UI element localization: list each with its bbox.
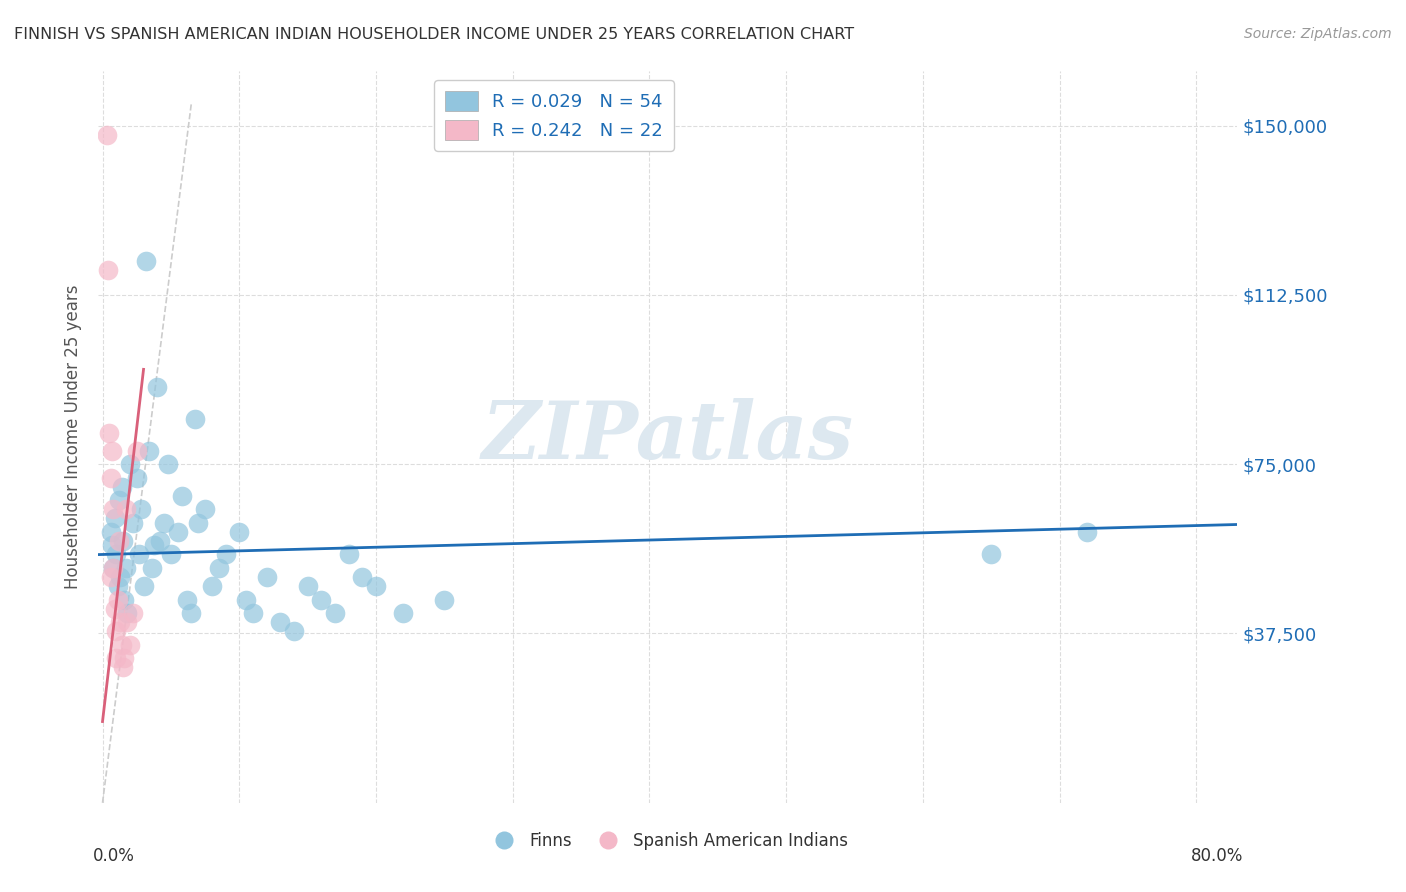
Point: [201, 579, 224, 593]
Point: [100, 524, 122, 539]
Point: [129, 502, 152, 516]
Point: [309, 592, 332, 607]
Point: [114, 502, 136, 516]
Point: [100, 570, 122, 584]
Point: [269, 615, 291, 630]
Point: [170, 489, 193, 503]
Point: [110, 570, 132, 584]
Legend: Finns, Spanish American Indians: Finns, Spanish American Indians: [481, 825, 855, 856]
Text: ZIPatlas: ZIPatlas: [482, 399, 853, 475]
Point: [166, 524, 188, 539]
Point: [104, 511, 127, 525]
Point: [980, 548, 1002, 562]
Point: [96, 128, 118, 142]
Point: [337, 548, 360, 562]
Point: [114, 561, 136, 575]
Point: [194, 502, 217, 516]
Point: [107, 579, 129, 593]
Point: [105, 548, 128, 562]
Point: [100, 471, 122, 485]
Y-axis label: Householder Income Under 25 years: Householder Income Under 25 years: [65, 285, 83, 590]
Point: [111, 480, 134, 494]
Point: [103, 502, 125, 516]
Point: [121, 606, 143, 620]
Point: [149, 533, 172, 548]
Point: [180, 606, 202, 620]
Point: [235, 592, 257, 607]
Point: [111, 638, 134, 652]
Point: [141, 561, 163, 575]
Point: [208, 561, 231, 575]
Point: [112, 592, 135, 607]
Point: [101, 443, 124, 458]
Point: [112, 533, 135, 548]
Point: [132, 579, 155, 593]
Point: [112, 651, 135, 665]
Point: [118, 638, 141, 652]
Point: [157, 457, 180, 471]
Point: [256, 570, 278, 584]
Point: [101, 538, 124, 552]
Point: [214, 548, 236, 562]
Point: [118, 457, 141, 471]
Point: [364, 579, 387, 593]
Point: [433, 592, 456, 607]
Point: [297, 579, 319, 593]
Point: [125, 443, 148, 458]
Text: 80.0%: 80.0%: [1191, 847, 1243, 864]
Point: [392, 606, 415, 620]
Point: [98, 425, 121, 440]
Point: [184, 412, 207, 426]
Point: [146, 380, 169, 394]
Point: [121, 516, 143, 530]
Point: [242, 606, 264, 620]
Point: [135, 254, 157, 268]
Point: [143, 538, 166, 552]
Text: 0.0%: 0.0%: [93, 847, 135, 864]
Point: [115, 606, 138, 620]
Point: [125, 471, 148, 485]
Point: [323, 606, 346, 620]
Point: [97, 263, 120, 277]
Text: Source: ZipAtlas.com: Source: ZipAtlas.com: [1244, 27, 1392, 41]
Point: [103, 561, 125, 575]
Point: [108, 493, 131, 508]
Point: [112, 660, 135, 674]
Point: [110, 615, 132, 630]
Point: [128, 548, 150, 562]
Point: [228, 524, 250, 539]
Point: [1076, 524, 1098, 539]
Point: [352, 570, 374, 584]
Point: [105, 651, 128, 665]
Point: [108, 533, 131, 548]
Text: FINNISH VS SPANISH AMERICAN INDIAN HOUSEHOLDER INCOME UNDER 25 YEARS CORRELATION: FINNISH VS SPANISH AMERICAN INDIAN HOUSE…: [14, 27, 855, 42]
Point: [187, 516, 209, 530]
Point: [105, 624, 128, 639]
Point: [176, 592, 198, 607]
Point: [107, 592, 129, 607]
Point: [103, 561, 125, 575]
Point: [283, 624, 305, 639]
Point: [138, 443, 160, 458]
Point: [115, 615, 138, 630]
Point: [160, 548, 183, 562]
Point: [104, 601, 127, 615]
Point: [153, 516, 176, 530]
